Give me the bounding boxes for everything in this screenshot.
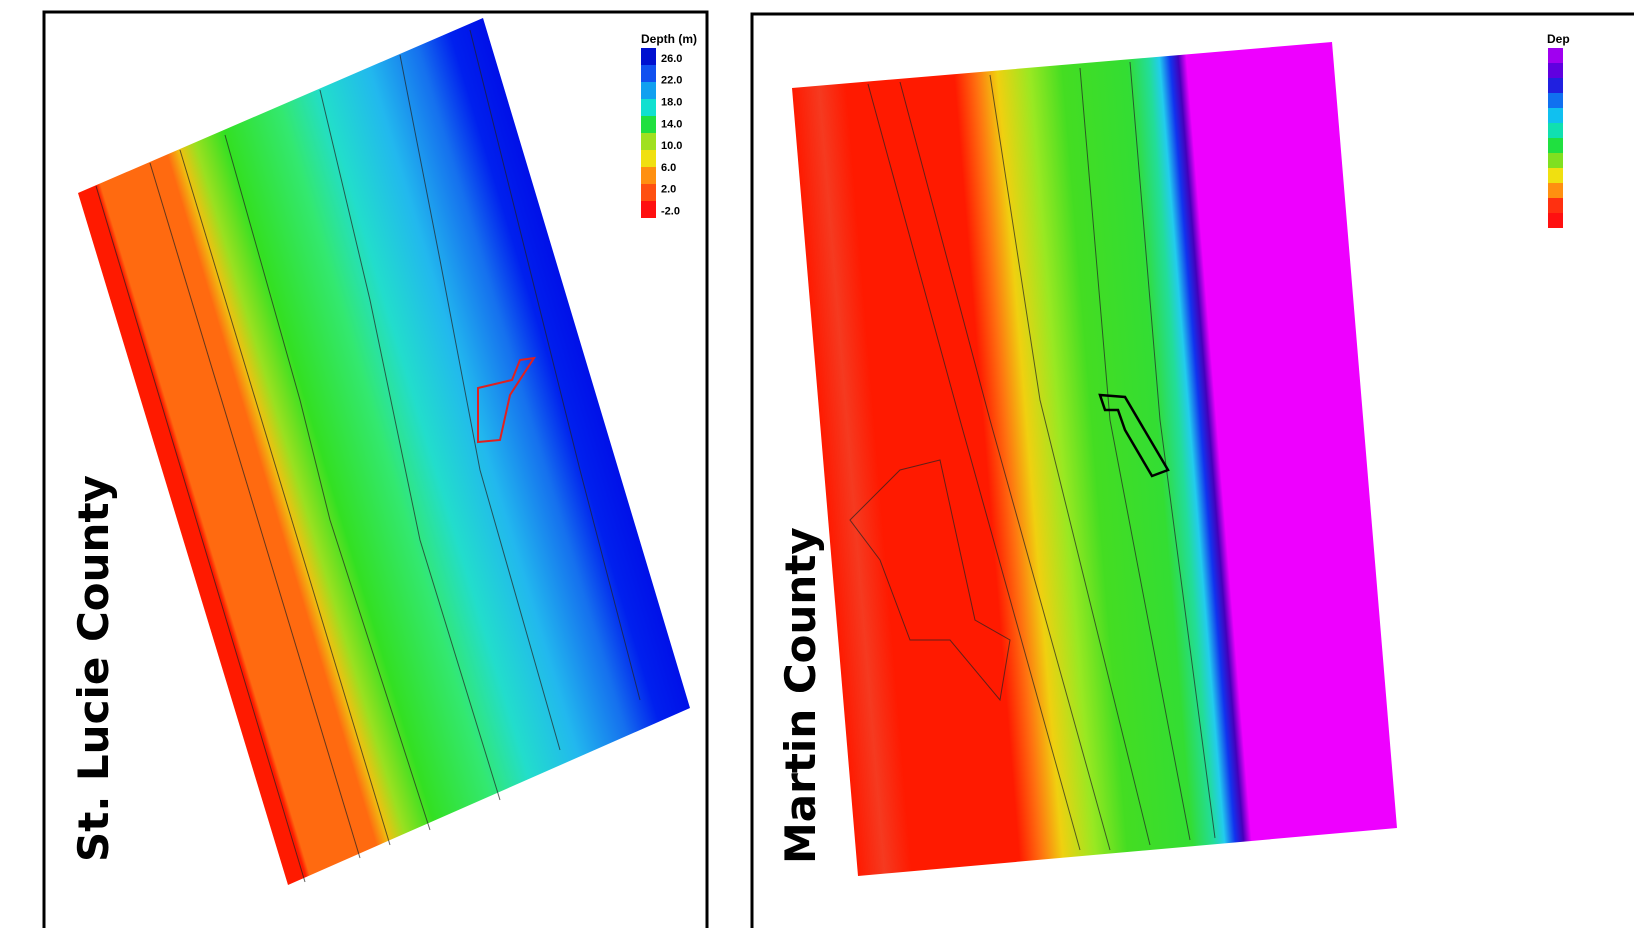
legend-label: 22.0 bbox=[661, 75, 682, 87]
legend-swatch bbox=[1548, 138, 1563, 153]
legend-swatch bbox=[1548, 123, 1563, 138]
legend-swatch bbox=[1548, 78, 1563, 93]
legend-label: 10.0 bbox=[661, 140, 682, 152]
legend-label: 26.0 bbox=[661, 53, 682, 65]
legend-swatch bbox=[1548, 183, 1563, 198]
legend-swatch bbox=[641, 48, 656, 65]
legend-label: 6.0 bbox=[661, 162, 676, 174]
legend-swatch bbox=[1548, 48, 1563, 63]
county-title: Martin County bbox=[776, 527, 825, 864]
legend-swatch bbox=[641, 65, 656, 82]
legend-swatch bbox=[1548, 168, 1563, 183]
legend-swatch bbox=[641, 82, 656, 99]
page: St. Lucie County Martin County Depth (m)… bbox=[0, 0, 1634, 928]
legend-swatch bbox=[641, 167, 656, 184]
legend-swatch bbox=[641, 150, 656, 167]
legend-label: -2.0 bbox=[661, 206, 680, 218]
legend-label: 2.0 bbox=[661, 184, 676, 196]
legend-swatch bbox=[641, 133, 656, 150]
legend-swatch bbox=[1548, 213, 1563, 228]
legend-swatch bbox=[1548, 93, 1563, 108]
county-title: St. Lucie County bbox=[69, 475, 118, 862]
figure: St. Lucie County Martin County Depth (m)… bbox=[0, 0, 1634, 928]
legend-swatch bbox=[1548, 198, 1563, 213]
legend-label: 14.0 bbox=[661, 118, 682, 130]
legend: 26.0 22.0 18.0 14.0 10.0 6.0 2.0 -2.0 bbox=[641, 48, 682, 218]
legend-swatch bbox=[1548, 63, 1563, 78]
bathymetry-map bbox=[792, 42, 1397, 876]
legend-label: 18.0 bbox=[661, 97, 682, 109]
legend-swatch bbox=[1548, 153, 1563, 168]
legend-swatch bbox=[641, 184, 656, 201]
legend-swatch bbox=[641, 99, 656, 116]
legend-swatch bbox=[1548, 108, 1563, 123]
legend-title: Depth (m) bbox=[641, 32, 697, 46]
legend-swatch bbox=[641, 201, 656, 218]
legend bbox=[1548, 48, 1563, 228]
legend-swatch bbox=[641, 116, 656, 133]
legend-title: Dep bbox=[1547, 32, 1570, 46]
bathymetry-map bbox=[78, 18, 690, 885]
